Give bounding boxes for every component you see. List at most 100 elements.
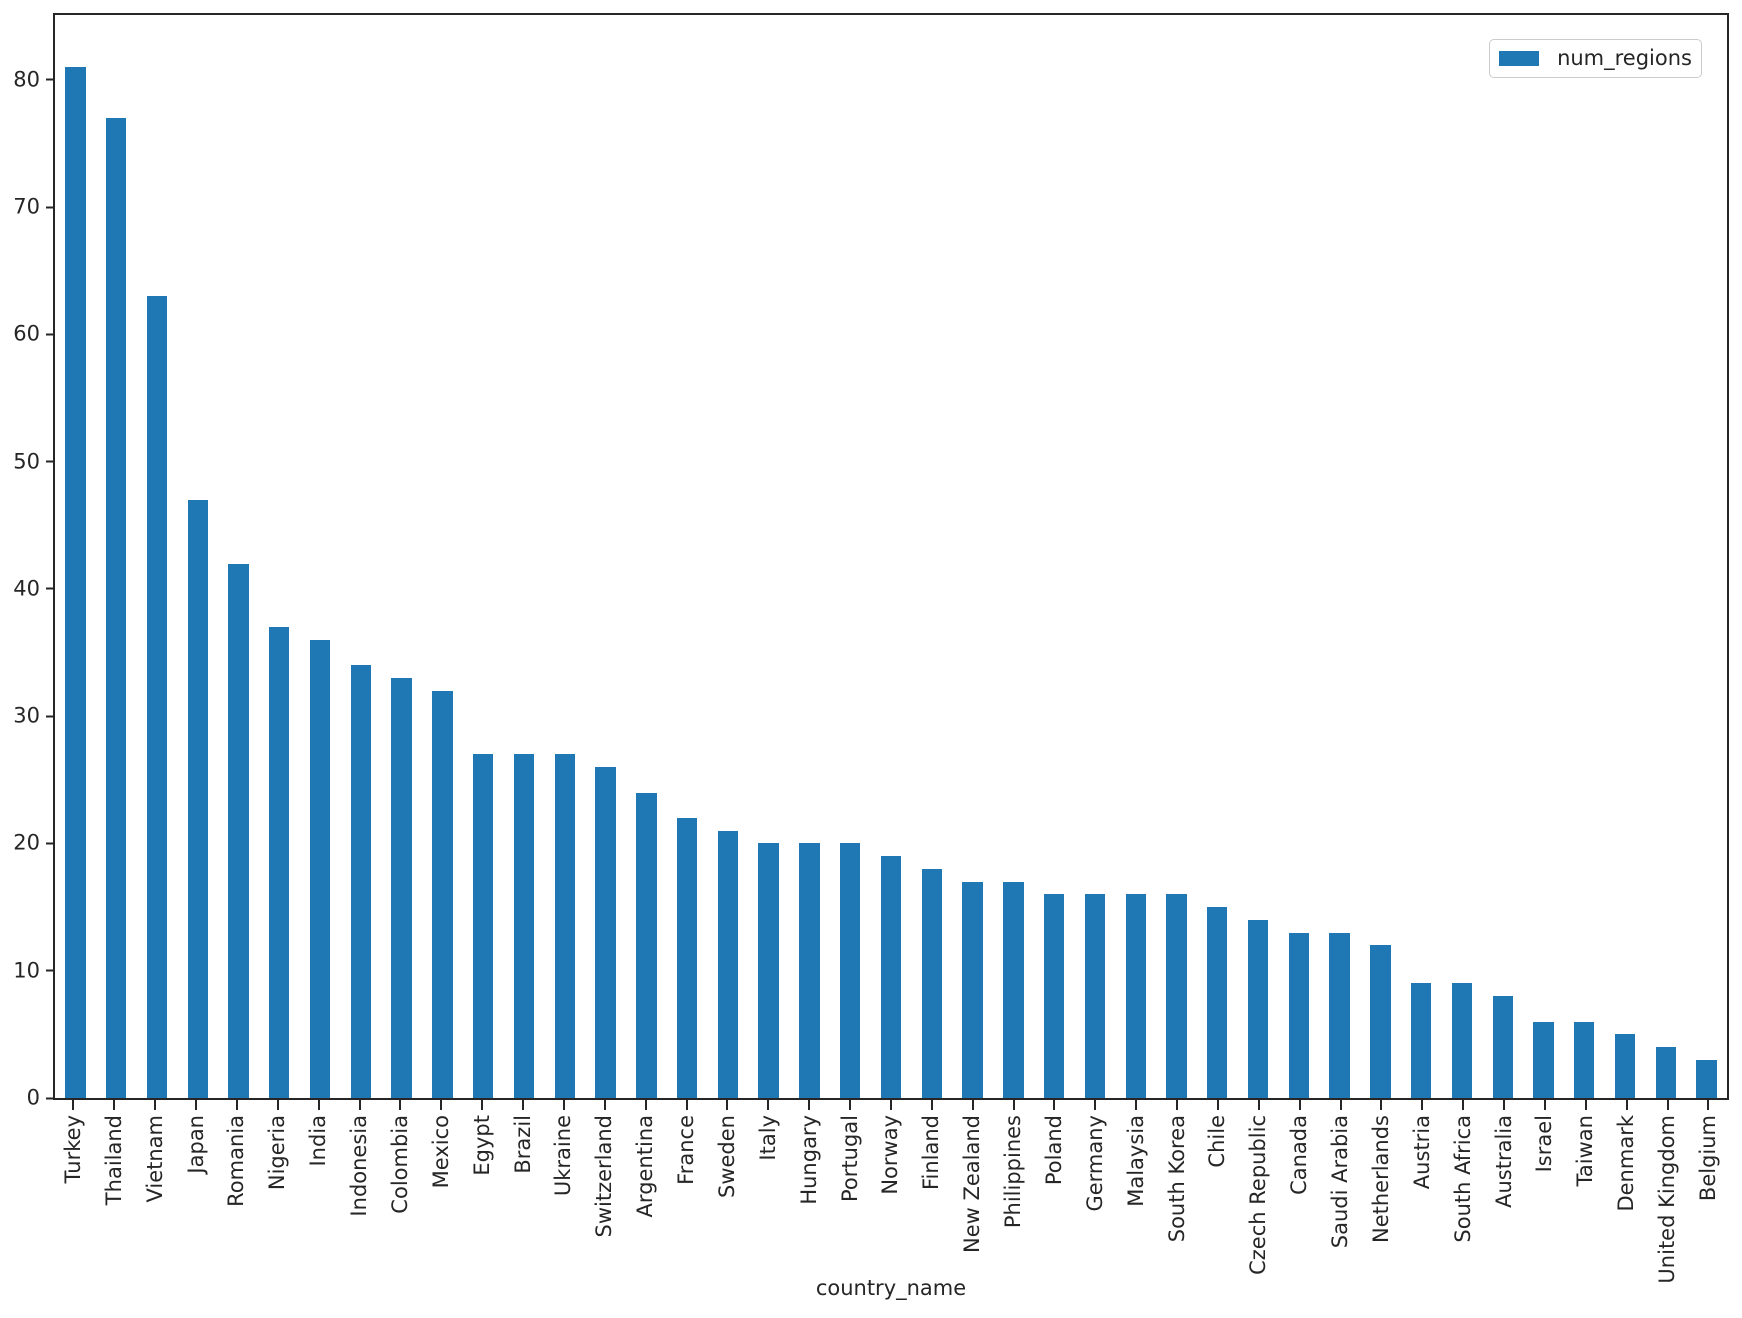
xtick-mark [849,1100,852,1110]
xtick-mark [522,1100,525,1110]
xtick-label-italy: Italy [755,1115,780,1161]
bar-romania [228,563,249,1098]
ytick-50: 50 [13,451,55,472]
ytick-mark [46,1097,55,1099]
xtick-mark [1584,1100,1587,1110]
ytick-mark [46,842,55,845]
bar-portugal [840,843,861,1098]
xtick-slot: Norway [871,1100,912,1284]
bar-slot [1401,15,1442,1098]
xtick-label-czech-republic: Czech Republic [1246,1115,1271,1275]
bar-slot [871,15,912,1098]
ytick-label: 30 [13,703,40,728]
ytick-label: 40 [13,576,40,601]
xtick-slot: Poland [1034,1100,1075,1284]
xtick-slot: Australia [1484,1100,1525,1284]
xtick-mark [399,1100,402,1110]
xtick-mark [1543,1100,1546,1110]
xtick-label-portugal: Portugal [837,1115,862,1202]
xtick-mark [317,1100,320,1110]
bar-czech-republic [1247,919,1269,1098]
xtick-slot: Philippines [993,1100,1034,1284]
xtick-slot: Mexico [421,1100,462,1284]
xtick-mark [481,1100,484,1110]
xtick-mark [971,1100,974,1110]
xtick-slot: Brazil [503,1100,544,1284]
ytick-label: 50 [13,449,40,474]
ytick-10: 10 [13,960,55,981]
bar-slot [218,15,259,1098]
ytick-label: 20 [13,830,40,855]
xtick-label-philippines: Philippines [1001,1115,1026,1229]
bar-canada [1288,932,1310,1098]
bar-slot [1645,15,1686,1098]
xtick-slot: South Korea [1157,1100,1198,1284]
xtick-slot: Indonesia [339,1100,380,1284]
bar-mexico [432,690,453,1098]
bar-saudi-arabia [1329,932,1350,1098]
xtick-label-netherlands: Netherlands [1368,1115,1393,1244]
xtick-label-south-korea: South Korea [1164,1115,1189,1243]
xtick-label-hungary: Hungary [796,1115,821,1205]
xtick-slot: South Africa [1443,1100,1484,1284]
xtick-label-norway: Norway [878,1115,903,1195]
xtick-slot: New Zealand [952,1100,993,1284]
bar-slot [1156,15,1197,1098]
bar-new-zealand [962,881,983,1098]
bar-slot [137,15,178,1098]
bar-slot [96,15,137,1098]
ytick-40: 40 [13,578,55,599]
ytick-label: 70 [13,194,40,219]
xtick-slot: Portugal [830,1100,871,1284]
bar-vietnam [146,296,168,1098]
xtick-slot: Chile [1198,1100,1239,1284]
xtick-label-austria: Austria [1409,1115,1434,1190]
bar-slot [55,15,96,1098]
xtick-label-nigeria: Nigeria [265,1115,290,1191]
ytick-mark [46,715,55,718]
x-axis-title: country_name [815,1276,967,1300]
xtick-slot: Israel [1525,1100,1566,1284]
bar-slot [422,15,463,1098]
xtick-slot: Finland [911,1100,952,1284]
xtick-slot: Japan [176,1100,217,1284]
ytick-80: 80 [13,69,55,90]
bar-slot [504,15,545,1098]
xtick-mark [1339,1100,1342,1110]
bar-slot [1197,15,1238,1098]
bar-slot [1523,15,1564,1098]
bar-israel [1533,1021,1554,1098]
xtick-slot: Germany [1075,1100,1116,1284]
bar-slot [1238,15,1279,1098]
bar-slot [626,15,667,1098]
bar-denmark [1614,1034,1636,1098]
ytick-20: 20 [13,830,55,855]
xtick-slot: Czech Republic [1238,1100,1279,1284]
bar-slot [1034,15,1075,1098]
bar-norway [880,856,902,1098]
bar-slot [1278,15,1319,1098]
bar-slot [585,15,626,1098]
xtick-mark [1707,1100,1710,1110]
xtick-label-brazil: Brazil [510,1115,535,1174]
bar-slot [667,15,708,1098]
bar-slot [1482,15,1523,1098]
legend-swatch [1499,51,1540,66]
xtick-mark [1421,1100,1424,1110]
xtick-slot: Vietnam [135,1100,176,1284]
xtick-mark [1462,1100,1465,1110]
xtick-slot: Canada [1279,1100,1320,1284]
bar-india [309,639,331,1098]
xtick-label-finland: Finland [919,1115,944,1191]
xtick-mark [195,1100,198,1110]
xtick-mark [1666,1100,1669,1110]
bar-switzerland [595,767,616,1098]
ytick-mark [46,333,55,336]
bar-slot [1564,15,1605,1098]
ytick-mark [46,587,55,590]
xtick-label-turkey: Turkey [60,1115,85,1184]
xtick-mark [1380,1100,1383,1110]
xtick-mark [767,1100,770,1110]
xtick-mark [1216,1100,1219,1110]
xtick-mark [72,1100,75,1110]
